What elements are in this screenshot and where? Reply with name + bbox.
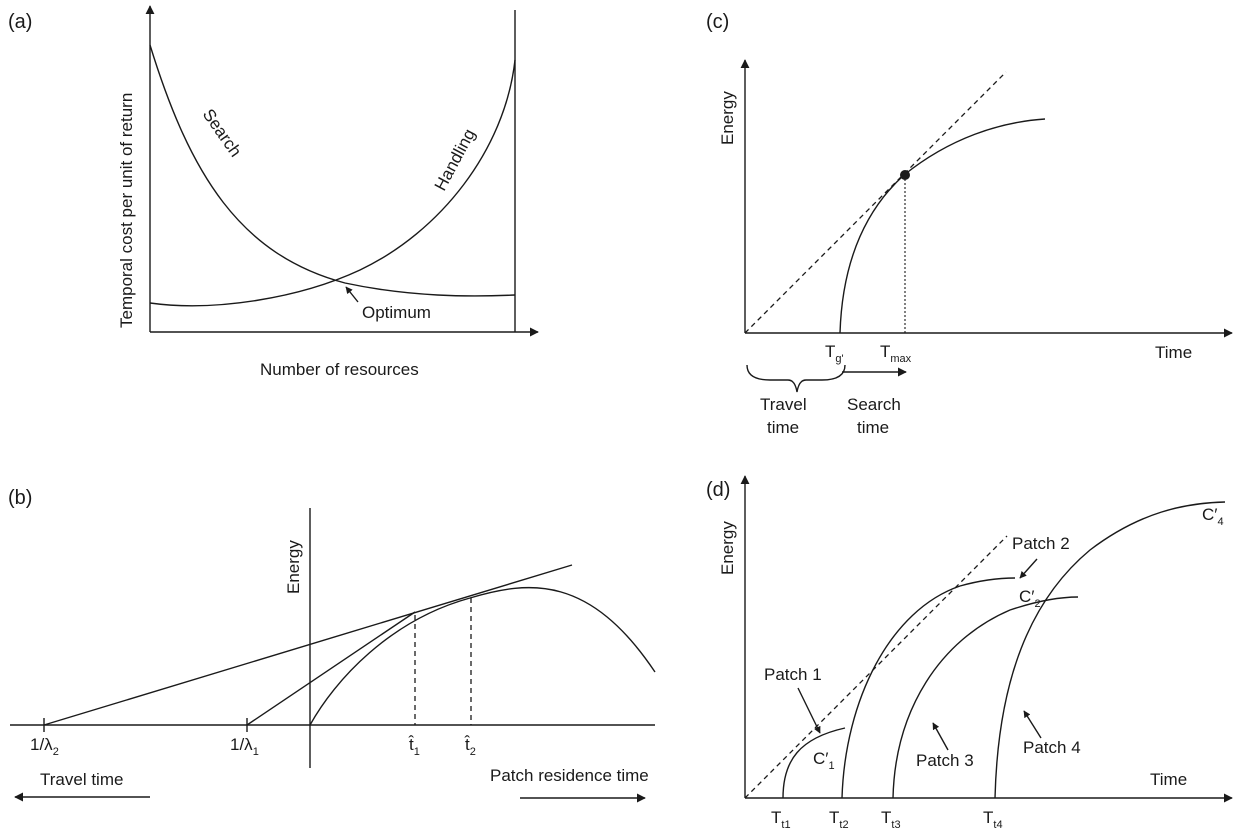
tick-t3: Tt3 — [881, 808, 901, 830]
panel-c-x-label: Time — [1155, 343, 1192, 362]
panel-a-tag: (a) — [8, 11, 32, 33]
panel-c: (c) Energy Time Tg' Tmax Travel time Sea… — [706, 11, 1233, 437]
panel-c-y-label: Energy — [718, 91, 737, 145]
panel-c-tag: (c) — [706, 11, 729, 33]
patch-1-label: Patch 1 — [764, 665, 822, 684]
patch-2-label: Patch 2 — [1012, 534, 1070, 553]
panel-a-x-label: Number of resources — [260, 360, 419, 379]
patch-4-curve — [994, 501, 1226, 799]
handling-curve-label: Handling — [431, 126, 479, 194]
c1-label: C′1 — [813, 749, 835, 772]
tangent-line-2 — [43, 564, 573, 726]
tangent-rate-line — [744, 71, 1007, 334]
panel-b-y-label: Energy — [284, 540, 303, 594]
patch-3-label: Patch 3 — [916, 751, 974, 770]
tick-lambda2-label: 1/λ2 — [30, 735, 59, 758]
search-curve — [149, 44, 516, 297]
travel-time-brace — [746, 364, 846, 393]
max-rate-line — [744, 535, 1008, 799]
patch-1-curve — [782, 727, 846, 799]
tmax-label: Tmax — [880, 342, 912, 365]
tick-t1-label: t̂1 — [408, 735, 420, 758]
c4-label: C′4 — [1202, 505, 1224, 528]
patch-3-curve — [892, 596, 1079, 799]
gain-curve-c — [839, 118, 1046, 334]
search-label-1: Search — [847, 395, 901, 414]
tick-t1: Tt1 — [771, 808, 791, 830]
tg-label: Tg' — [825, 342, 844, 365]
panel-a: (a) Search Handling Optimum Temporal cos… — [8, 5, 539, 379]
tangent-line-1 — [246, 611, 416, 726]
panel-d-x-label: Time — [1150, 770, 1187, 789]
panel-d-ticks: Tt1 Tt2 Tt3 Tt4 — [771, 808, 1003, 830]
patch-4-arrow — [1023, 710, 1042, 739]
tick-t4: Tt4 — [983, 808, 1003, 830]
panel-d-tag: (d) — [706, 479, 730, 501]
travel-label-2: time — [767, 418, 799, 437]
handling-curve — [149, 59, 516, 307]
patch-4-label: Patch 4 — [1023, 738, 1081, 757]
panel-b: (b) Energy 1/λ2 1/λ1 t̂1 t̂2 Travel time… — [8, 487, 656, 803]
panel-b-tag: (b) — [8, 487, 32, 509]
patch-2-arrow — [1019, 558, 1038, 579]
residence-time-label: Patch residence time — [490, 766, 649, 785]
travel-label-1: Travel — [760, 395, 807, 414]
panel-d: (d) Energy Time Tt1 Tt2 Tt3 Tt4 Patch 1 … — [706, 475, 1233, 830]
optimum-label: Optimum — [362, 303, 431, 322]
tick-t2: Tt2 — [829, 808, 849, 830]
patch-1-arrow — [797, 687, 821, 734]
c2-label: C′2 — [1019, 587, 1041, 610]
panel-d-y-label: Energy — [718, 521, 737, 575]
tick-lambda1-label: 1/λ1 — [230, 735, 259, 758]
search-curve-label: Search — [199, 105, 245, 160]
tick-t2-label: t̂2 — [464, 735, 476, 758]
search-label-2: time — [857, 418, 889, 437]
patch-2-curve — [841, 577, 1016, 799]
patch-3-arrow — [932, 722, 949, 751]
travel-time-label: Travel time — [40, 770, 123, 789]
panel-a-y-label: Temporal cost per unit of return — [117, 93, 136, 328]
gain-curve — [309, 586, 656, 726]
optimum-arrow — [345, 286, 359, 303]
